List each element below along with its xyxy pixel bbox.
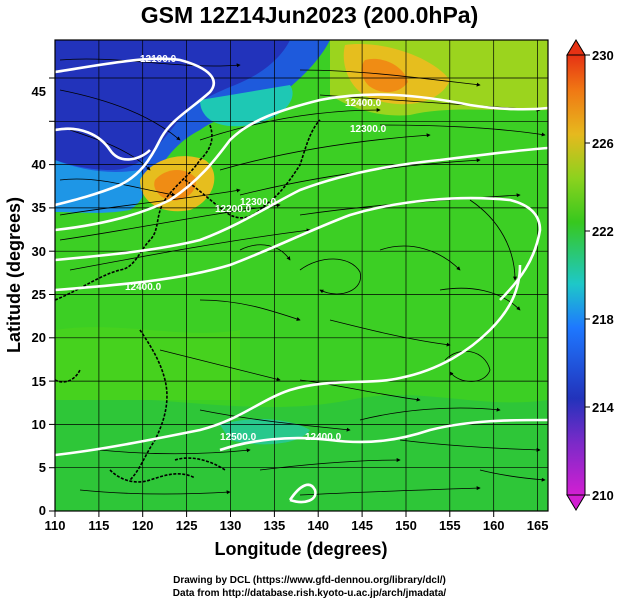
colorbar-tick-label: 230 [592, 48, 614, 63]
x-tick-label: 150 [395, 518, 417, 533]
x-tick-label: 135 [264, 518, 286, 533]
plot-title: GSM 12Z14Jun2023 (200.0hPa) [140, 2, 479, 28]
y-tick-label: 40 [32, 157, 46, 172]
contour-label: 12400.0 [305, 432, 342, 443]
credit-data-source: Data from http://database.rish.kyoto-u.a… [172, 588, 447, 599]
x-tick-label: 155 [439, 518, 461, 533]
contour-label: 12400.0 [345, 98, 382, 109]
y-tick-label: 45 [32, 84, 46, 99]
y-tick-label: 15 [32, 374, 46, 389]
colorbar-tick-label: 210 [592, 488, 614, 503]
colorbar-tick-label: 226 [592, 136, 614, 151]
x-tick-label: 145 [351, 518, 373, 533]
contour-label: 12100.0 [140, 54, 177, 65]
contour-label: 12500.0 [220, 432, 257, 443]
contour-label: 12200.0 [215, 204, 252, 215]
credit-drawing: Drawing by DCL (https://www.gfd-dennou.o… [173, 575, 446, 586]
map-field [55, 40, 548, 511]
contour-label: 12400.0 [125, 282, 162, 293]
y-tick-label: 5 [39, 460, 46, 475]
grid-lines [55, 40, 548, 511]
x-axis [54, 511, 495, 517]
x-tick-label: 140 [307, 518, 329, 533]
y-axis-title: Latitude (degrees) [4, 197, 24, 353]
y-tick-labels: 0 5 10 15 20 25 30 35 40 45 [32, 84, 46, 518]
colorbar: 230 226 222 218 214 210 [566, 39, 614, 511]
y-tick-label: 20 [32, 330, 46, 345]
plot-frame [54, 39, 549, 512]
x-tick-label: 130 [220, 518, 242, 533]
y-axis [49, 77, 55, 512]
x-tick-label: 160 [483, 518, 505, 533]
colorbar-tick-label: 214 [592, 400, 614, 415]
colorbar-tick-label: 218 [592, 312, 614, 327]
colorbar-bottom-arrow [566, 494, 586, 511]
y-tick-label: 25 [32, 287, 46, 302]
x-tick-labels: 110 115 120 125 130 135 140 145 150 155 … [45, 518, 549, 533]
colorbar-tick-label: 222 [592, 224, 614, 239]
y-tick-label: 10 [32, 417, 46, 432]
contour-label: 12300.0 [240, 197, 277, 208]
contour-label: 12300.0 [350, 124, 387, 135]
x-tick-label: 115 [88, 518, 109, 533]
y-tick-label: 0 [39, 503, 46, 518]
colorbar-body [566, 54, 586, 496]
x-tick-label: 120 [132, 518, 154, 533]
x-tick-label: 125 [176, 518, 198, 533]
colorbar-top-arrow [566, 39, 586, 56]
x-tick-label: 165 [527, 518, 549, 533]
contour-label-group: 12100.0 12400.0 12300.0 12200.0 12400.0 … [125, 54, 387, 443]
geopotential-contours [55, 57, 548, 504]
y-tick-label: 35 [32, 200, 46, 215]
y-tick-label: 30 [32, 244, 46, 259]
x-tick-label: 110 [45, 518, 66, 533]
x-axis-title: Longitude (degrees) [214, 539, 387, 559]
